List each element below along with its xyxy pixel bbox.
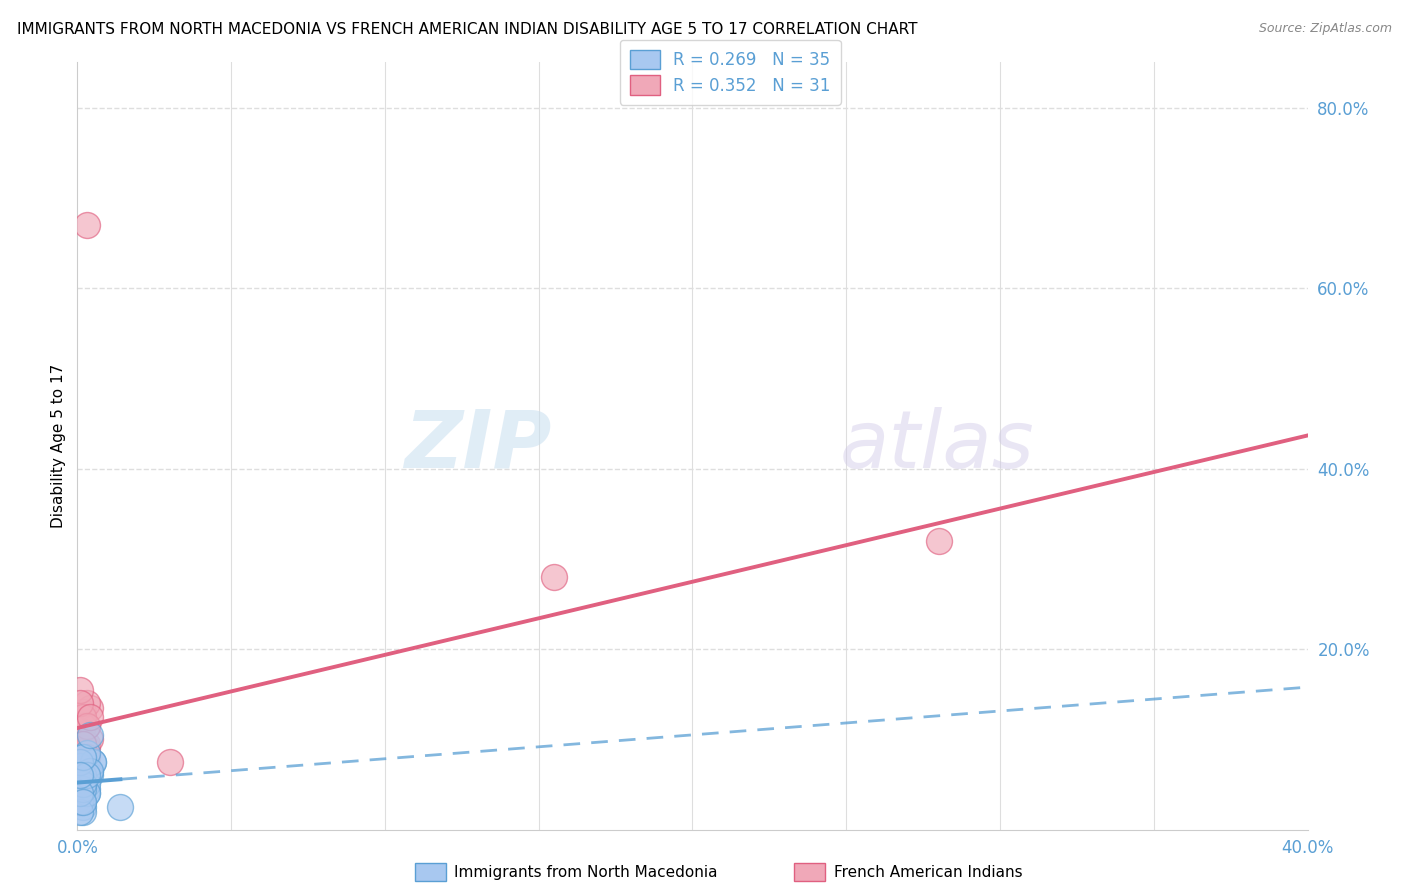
Point — [79, 764, 101, 778]
Point — [72, 796, 94, 810]
Point — [79, 728, 101, 742]
Text: Source: ZipAtlas.com: Source: ZipAtlas.com — [1258, 22, 1392, 36]
Point — [72, 705, 94, 719]
Text: French American Indians: French American Indians — [834, 865, 1022, 880]
Point — [82, 755, 104, 769]
Point — [69, 796, 91, 810]
Point — [69, 777, 91, 791]
Point — [69, 723, 91, 738]
Point — [69, 768, 91, 782]
Text: atlas: atlas — [841, 407, 1035, 485]
Point — [69, 796, 91, 810]
Point — [76, 777, 98, 791]
Point — [72, 777, 94, 791]
Point — [69, 768, 91, 782]
Point — [76, 737, 98, 751]
Point — [76, 768, 98, 782]
Point — [76, 746, 98, 760]
Text: ZIP: ZIP — [404, 407, 551, 485]
Point — [72, 796, 94, 810]
Point — [79, 732, 101, 747]
Point — [69, 746, 91, 760]
Point — [69, 696, 91, 710]
Point — [69, 755, 91, 769]
Point — [72, 777, 94, 791]
Point — [72, 787, 94, 801]
Point — [76, 741, 98, 756]
Point — [72, 710, 94, 724]
Point — [72, 750, 94, 764]
Point — [72, 750, 94, 764]
Point — [69, 755, 91, 769]
Point — [82, 755, 104, 769]
Point — [79, 700, 101, 714]
Point — [76, 781, 98, 796]
Point — [76, 719, 98, 733]
Y-axis label: Disability Age 5 to 17: Disability Age 5 to 17 — [51, 364, 66, 528]
Point — [159, 755, 181, 769]
Point — [69, 759, 91, 773]
Point — [76, 218, 98, 232]
Point — [76, 787, 98, 801]
Point — [928, 533, 950, 548]
Point — [76, 719, 98, 733]
Point — [79, 768, 101, 782]
Point — [76, 696, 98, 710]
Point — [72, 768, 94, 782]
Point — [69, 682, 91, 697]
Point — [79, 710, 101, 724]
Point — [72, 772, 94, 787]
Point — [72, 781, 94, 796]
Point — [76, 759, 98, 773]
Point — [76, 759, 98, 773]
Point — [69, 791, 91, 805]
Legend: R = 0.269   N = 35, R = 0.352   N = 31: R = 0.269 N = 35, R = 0.352 N = 31 — [620, 39, 841, 104]
Point — [110, 800, 132, 814]
Point — [69, 787, 91, 801]
Point — [72, 772, 94, 787]
Point — [72, 737, 94, 751]
Point — [72, 741, 94, 756]
Point — [79, 764, 101, 778]
Point — [543, 570, 565, 584]
Text: Immigrants from North Macedonia: Immigrants from North Macedonia — [454, 865, 717, 880]
Point — [69, 750, 91, 764]
Text: IMMIGRANTS FROM NORTH MACEDONIA VS FRENCH AMERICAN INDIAN DISABILITY AGE 5 TO 17: IMMIGRANTS FROM NORTH MACEDONIA VS FRENC… — [17, 22, 917, 37]
Point — [76, 750, 98, 764]
Point — [69, 787, 91, 801]
Point — [76, 787, 98, 801]
Point — [72, 800, 94, 814]
Point — [69, 777, 91, 791]
Point — [69, 791, 91, 805]
Point — [69, 805, 91, 819]
Point — [72, 805, 94, 819]
Point — [72, 755, 94, 769]
Point — [72, 719, 94, 733]
